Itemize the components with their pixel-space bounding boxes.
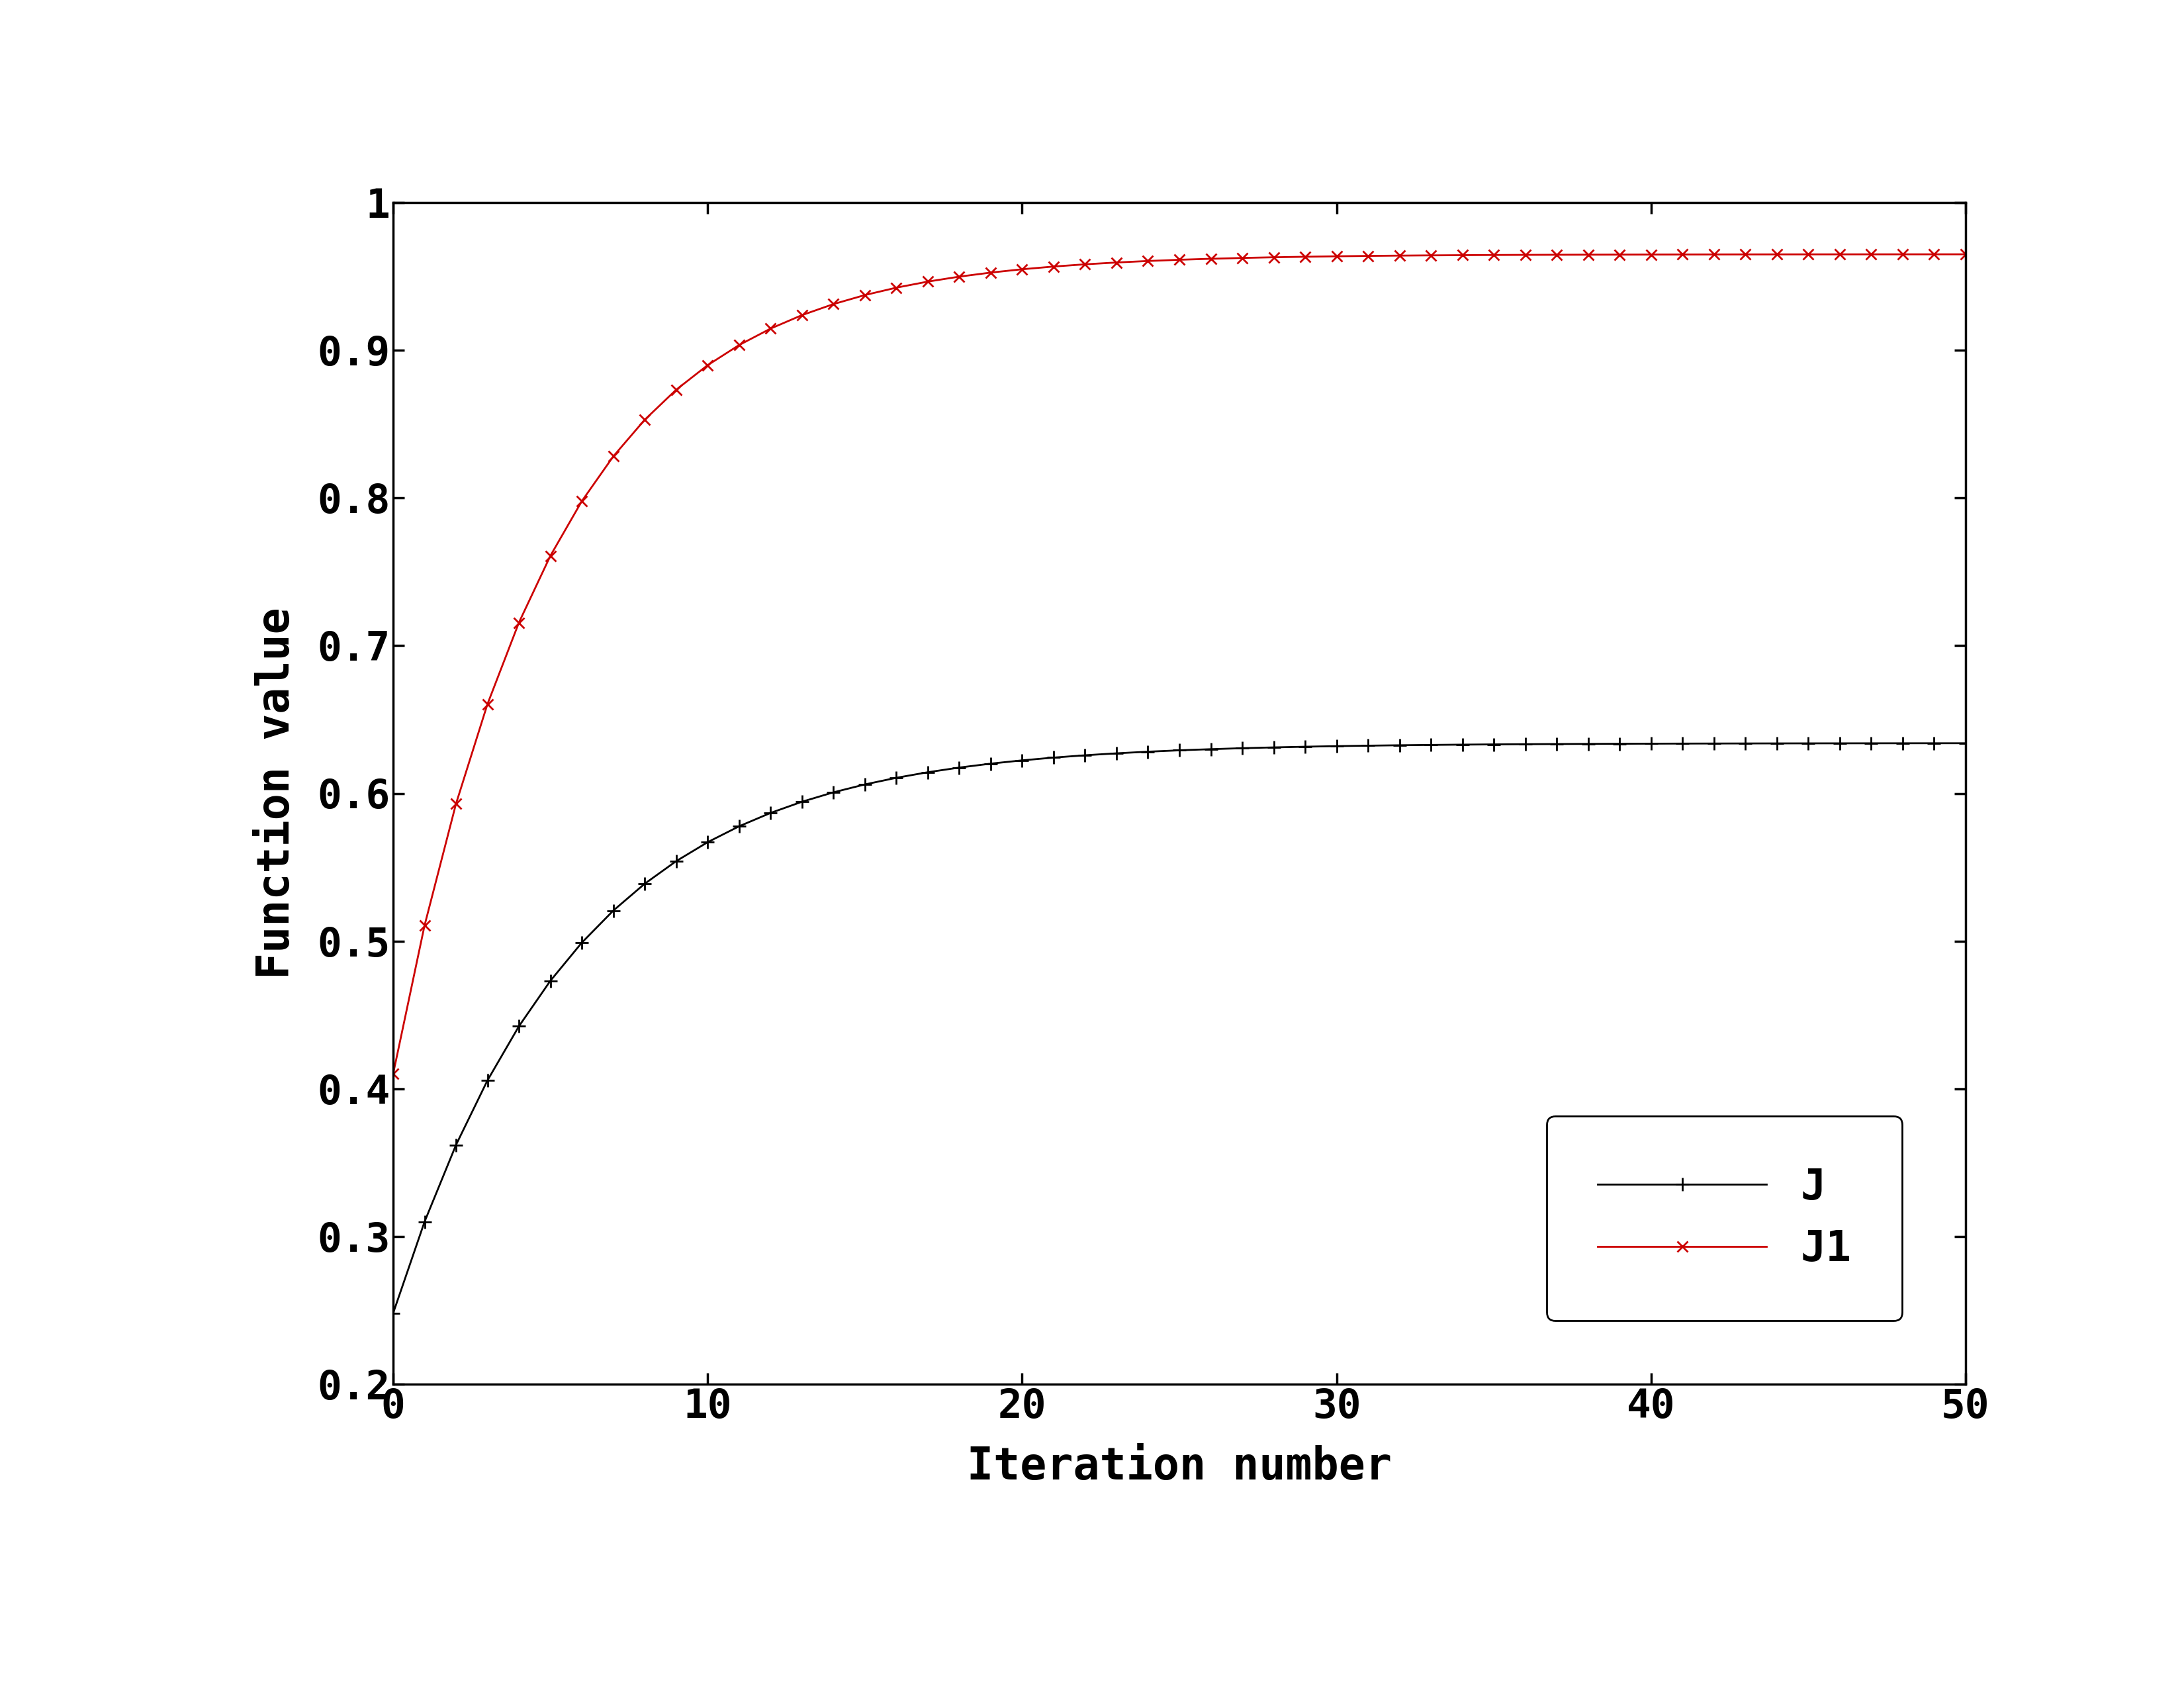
J <box>380 1303 406 1323</box>
J <box>1922 733 1948 753</box>
J1 <box>882 277 909 297</box>
J <box>725 817 751 837</box>
J <box>1511 734 1538 755</box>
Y-axis label: Function value: Function value <box>256 608 299 979</box>
J1 <box>380 1063 406 1084</box>
Legend: J, J1: J, J1 <box>1546 1116 1902 1320</box>
J1 <box>1922 245 1948 265</box>
J1 <box>1417 245 1444 265</box>
Line: J: J <box>387 736 1972 1320</box>
J <box>1417 734 1444 755</box>
J <box>852 775 878 795</box>
Line: J1: J1 <box>387 248 1972 1080</box>
J1 <box>1952 245 1979 265</box>
J1 <box>852 285 878 306</box>
J1 <box>1511 245 1538 265</box>
X-axis label: Iteration number: Iteration number <box>968 1445 1391 1489</box>
J1 <box>725 334 751 354</box>
J <box>1952 733 1979 753</box>
J <box>882 768 909 788</box>
